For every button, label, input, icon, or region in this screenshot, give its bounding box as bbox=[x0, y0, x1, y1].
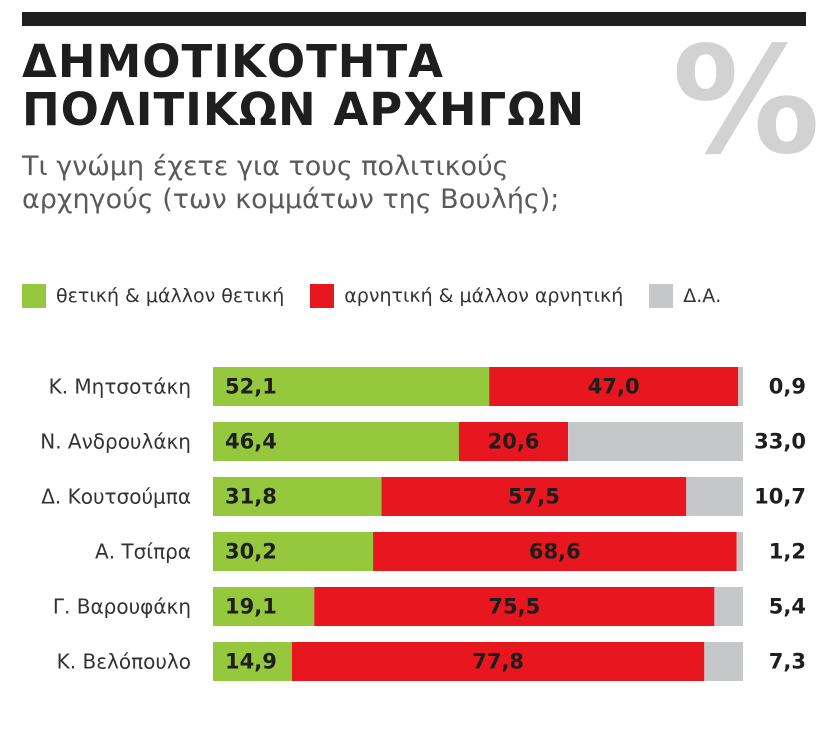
bar-segment-negative bbox=[489, 367, 739, 406]
bar-segment-positive bbox=[213, 422, 459, 461]
data-label-negative: 75,5 bbox=[488, 595, 540, 619]
bar-segment-negative bbox=[458, 422, 569, 461]
top-rule bbox=[22, 12, 806, 26]
data-label-positive: 30,2 bbox=[225, 540, 277, 564]
bar-segment-positive bbox=[213, 367, 490, 406]
data-label-negative: 57,5 bbox=[508, 485, 560, 509]
legend-item-positive: θετική & μάλλον θετική bbox=[22, 284, 284, 308]
category-label: Κ. Βελόπουλο bbox=[57, 650, 191, 674]
legend-label-positive: θετική & μάλλον θετική bbox=[56, 285, 285, 307]
legend-swatch-positive bbox=[22, 284, 46, 308]
data-label-positive: 46,4 bbox=[225, 430, 277, 454]
category-label: Κ. Μητσοτάκη bbox=[49, 375, 191, 399]
category-label: Δ. Κουτσούμπα bbox=[41, 485, 191, 509]
data-label-no-answer: 1,2 bbox=[769, 540, 806, 564]
bar-segment-negative bbox=[291, 642, 705, 681]
data-label-no-answer: 5,4 bbox=[769, 595, 806, 619]
data-label-no-answer: 7,3 bbox=[769, 650, 806, 674]
legend: θετική & μάλλον θετική αρνητική & μάλλον… bbox=[22, 282, 747, 310]
title-line-1: ΔΗΜΟΤΙΚΟΤΗΤΑ bbox=[22, 35, 444, 88]
category-label: Α. Τσίπρα bbox=[95, 540, 191, 564]
bar-segment-positive bbox=[213, 477, 382, 516]
data-label-positive: 14,9 bbox=[225, 650, 277, 674]
data-label-negative: 77,8 bbox=[472, 650, 524, 674]
subtitle-line-2: αρχηγούς (των κομμάτων της Βουλής); bbox=[22, 184, 560, 215]
legend-label-no-answer: Δ.Α. bbox=[683, 285, 722, 307]
chart-subtitle: Τι γνώμη έχετε για τους πολιτικούς αρχηγ… bbox=[22, 150, 559, 216]
category-label: Ν. Ανδρουλάκη bbox=[40, 430, 191, 454]
data-label-negative: 20,6 bbox=[488, 430, 540, 454]
data-label-positive: 31,8 bbox=[225, 485, 277, 509]
bar-segment-no-answer bbox=[568, 422, 743, 461]
bar-segment-no-answer bbox=[736, 532, 743, 571]
bar-segment-negative bbox=[314, 587, 715, 626]
legend-item-no-answer: Δ.Α. bbox=[649, 284, 721, 308]
bar-segment-positive bbox=[213, 642, 292, 681]
legend-swatch-negative bbox=[310, 284, 335, 308]
legend-item-negative: αρνητική & μάλλον αρνητική bbox=[310, 284, 623, 308]
data-label-positive: 19,1 bbox=[225, 595, 277, 619]
subtitle-line-1: Τι γνώμη έχετε για τους πολιτικούς bbox=[22, 151, 509, 182]
bar-segment-no-answer bbox=[714, 587, 743, 626]
bar-segment-no-answer bbox=[738, 367, 743, 406]
data-label-negative: 47,0 bbox=[588, 375, 640, 399]
data-label-no-answer: 0,9 bbox=[769, 375, 806, 399]
bar-segment-positive bbox=[213, 532, 374, 571]
bar-segment-negative bbox=[373, 532, 737, 571]
percent-icon: % bbox=[672, 15, 821, 187]
bar-segment-no-answer bbox=[686, 477, 743, 516]
category-label: Γ. Βαρουφάκη bbox=[53, 595, 191, 619]
title-line-2: ΠΟΛΙΤΙΚΩΝ ΑΡΧΗΓΩΝ bbox=[22, 83, 586, 136]
bar-segment-negative bbox=[381, 477, 687, 516]
legend-swatch-no-answer bbox=[649, 284, 674, 308]
data-label-positive: 52,1 bbox=[225, 375, 277, 399]
data-label-no-answer: 10,7 bbox=[754, 485, 806, 509]
bar-segment-no-answer bbox=[704, 642, 743, 681]
bar-segment-positive bbox=[213, 587, 315, 626]
chart-title: ΔΗΜΟΤΙΚΟΤΗΤΑ ΠΟΛΙΤΙΚΩΝ ΑΡΧΗΓΩΝ bbox=[22, 38, 585, 134]
data-label-no-answer: 33,0 bbox=[754, 430, 806, 454]
data-label-negative: 68,6 bbox=[529, 540, 581, 564]
legend-label-negative: αρνητική & μάλλον αρνητική bbox=[344, 285, 624, 307]
